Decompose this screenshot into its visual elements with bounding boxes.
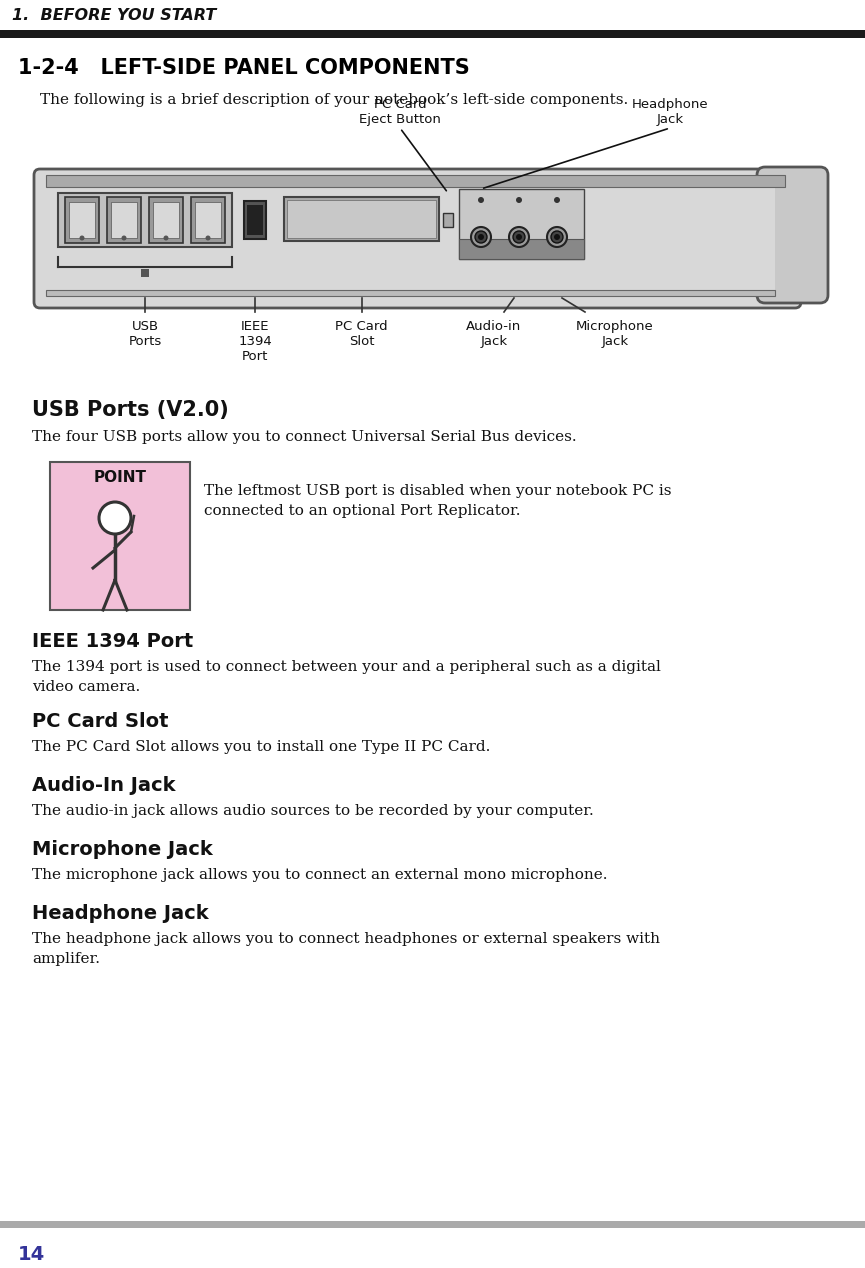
Circle shape — [513, 231, 525, 243]
Bar — [107, 197, 141, 243]
Text: IEEE
1394
Port: IEEE 1394 Port — [238, 320, 272, 363]
Bar — [153, 202, 179, 238]
Bar — [244, 202, 266, 238]
Circle shape — [554, 197, 560, 203]
Text: Audio-In Jack: Audio-In Jack — [32, 776, 176, 795]
Bar — [111, 202, 137, 238]
Circle shape — [516, 197, 522, 203]
Bar — [191, 197, 225, 243]
Bar — [50, 462, 190, 610]
Bar — [149, 197, 183, 243]
Text: PC Card
Slot: PC Card Slot — [336, 320, 388, 347]
Bar — [65, 197, 99, 243]
Circle shape — [475, 231, 487, 243]
Text: PC Card
Eject Button: PC Card Eject Button — [359, 98, 441, 126]
Circle shape — [121, 236, 126, 241]
Text: POINT: POINT — [93, 470, 146, 486]
Text: The 1394 port is used to connect between your and a peripheral such as a digital: The 1394 port is used to connect between… — [32, 661, 661, 675]
Circle shape — [471, 227, 491, 247]
Bar — [46, 290, 775, 295]
Bar — [58, 193, 232, 247]
Text: Microphone
Jack: Microphone Jack — [576, 320, 654, 347]
Text: Audio-in
Jack: Audio-in Jack — [466, 320, 522, 347]
Bar — [443, 213, 453, 227]
Text: The leftmost USB port is disabled when your notebook PC is: The leftmost USB port is disabled when y… — [204, 484, 671, 498]
Circle shape — [163, 236, 169, 241]
Bar — [284, 197, 439, 241]
Bar — [0, 30, 865, 38]
Text: The microphone jack allows you to connect an external mono microphone.: The microphone jack allows you to connec… — [32, 869, 607, 883]
Bar — [459, 189, 584, 259]
Circle shape — [551, 231, 563, 243]
Bar — [247, 205, 263, 235]
Bar — [46, 175, 785, 186]
Circle shape — [554, 235, 560, 240]
FancyBboxPatch shape — [34, 169, 801, 308]
Text: connected to an optional Port Replicator.: connected to an optional Port Replicator… — [204, 503, 521, 519]
Text: Headphone
Jack: Headphone Jack — [631, 98, 708, 126]
Bar — [459, 238, 584, 259]
Text: video camera.: video camera. — [32, 680, 140, 694]
Circle shape — [478, 197, 484, 203]
FancyBboxPatch shape — [757, 167, 828, 303]
Bar — [195, 202, 221, 238]
Bar — [46, 186, 775, 290]
Circle shape — [547, 227, 567, 247]
Bar — [287, 200, 436, 238]
Text: USB
Ports: USB Ports — [128, 320, 162, 347]
Bar — [69, 202, 95, 238]
Circle shape — [516, 235, 522, 240]
Circle shape — [99, 502, 131, 534]
Text: PC Card Slot: PC Card Slot — [32, 713, 169, 730]
Circle shape — [206, 236, 210, 241]
Text: The PC Card Slot allows you to install one Type II PC Card.: The PC Card Slot allows you to install o… — [32, 741, 490, 754]
Bar — [0, 1221, 865, 1227]
Text: The four USB ports allow you to connect Universal Serial Bus devices.: The four USB ports allow you to connect … — [32, 430, 577, 444]
Text: The headphone jack allows you to connect headphones or external speakers with: The headphone jack allows you to connect… — [32, 932, 660, 946]
Bar — [0, 0, 865, 32]
Text: The following is a brief description of your notebook’s left-side components.: The following is a brief description of … — [40, 93, 628, 107]
Text: The audio-in jack allows audio sources to be recorded by your computer.: The audio-in jack allows audio sources t… — [32, 804, 593, 818]
Text: amplifer.: amplifer. — [32, 952, 100, 966]
Text: IEEE 1394 Port: IEEE 1394 Port — [32, 631, 193, 650]
Circle shape — [509, 227, 529, 247]
Text: USB Ports (V2.0): USB Ports (V2.0) — [32, 399, 228, 420]
Text: 1.  BEFORE YOU START: 1. BEFORE YOU START — [12, 9, 216, 24]
Text: Headphone Jack: Headphone Jack — [32, 904, 208, 923]
Text: 14: 14 — [18, 1245, 45, 1264]
Bar — [141, 269, 149, 276]
Circle shape — [478, 235, 484, 240]
Circle shape — [80, 236, 85, 241]
Text: Microphone Jack: Microphone Jack — [32, 839, 213, 858]
Text: 1-2-4   LEFT-SIDE PANEL COMPONENTS: 1-2-4 LEFT-SIDE PANEL COMPONENTS — [18, 58, 470, 79]
